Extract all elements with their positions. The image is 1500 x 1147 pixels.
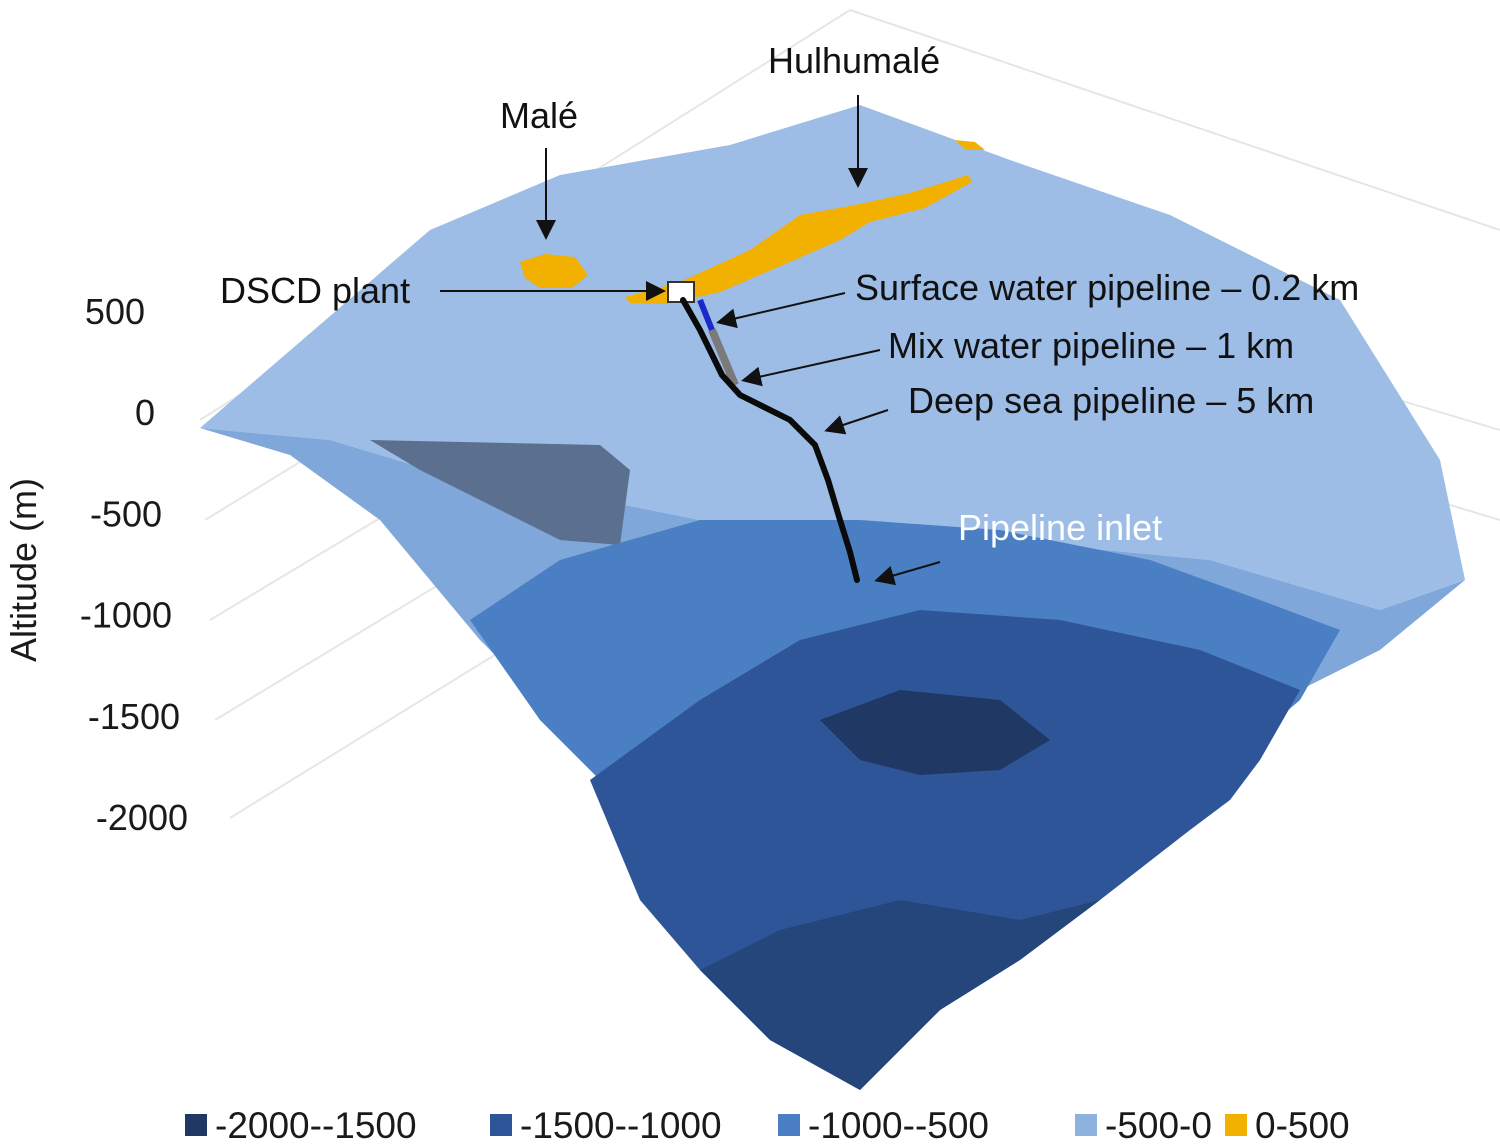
- grid-line: [849, 9, 1500, 231]
- legend-swatch: [490, 1114, 512, 1136]
- legend-swatch: [778, 1114, 800, 1136]
- annotation-surface-pipeline: Surface water pipeline – 0.2 km: [855, 267, 1359, 308]
- annotation-deep-pipeline: Deep sea pipeline – 5 km: [908, 380, 1314, 421]
- hulhumale-tip: [955, 140, 985, 150]
- surface-water-pipeline: [697, 298, 715, 332]
- legend-label: -500-0: [1105, 1105, 1212, 1146]
- deep-pipeline-arrow: [824, 409, 889, 435]
- z-tick-label: 500: [85, 291, 145, 332]
- terrain-surface: [200, 105, 1465, 1090]
- deep-sea-pipeline: [680, 297, 860, 583]
- z-tick-label: -500: [90, 493, 162, 534]
- annotation-male: Malé: [500, 95, 578, 136]
- surface-pipeline-arrow: [716, 292, 846, 329]
- legend-label: -2000--1500: [215, 1105, 417, 1146]
- annotation-mix-pipeline: Mix water pipeline – 1 km: [888, 325, 1294, 366]
- hulhumale-island: [625, 175, 972, 304]
- legend: -2000--1500 -1500--1000 -1000--500 -500-0 0-…: [185, 1105, 1350, 1146]
- z-tick-label: 0: [135, 392, 155, 433]
- z-tick-label: -2000: [96, 797, 188, 838]
- legend-label: -1500--1000: [520, 1105, 722, 1146]
- annotation-pipeline-inlet: Pipeline inlet: [958, 507, 1162, 548]
- legend-label: -1000--500: [808, 1105, 989, 1146]
- terrain-layer-shadow: [370, 440, 630, 545]
- z-tick-label: -1000: [80, 595, 172, 636]
- male-island: [520, 254, 588, 288]
- mix-pipeline-arrow: [741, 349, 881, 387]
- z-axis-ticks: 500 0 -500 -1000 -1500 -2000: [80, 291, 188, 838]
- legend-swatch: [185, 1114, 207, 1136]
- mix-water-pipeline: [708, 328, 739, 387]
- z-tick-label: -1500: [88, 696, 180, 737]
- annotation-dscd-plant: DSCD plant: [220, 270, 410, 311]
- annotations: Malé Hulhumalé DSCD plant Surface water …: [220, 40, 1359, 586]
- legend-swatch: [1225, 1114, 1247, 1136]
- islands: [520, 140, 985, 304]
- legend-swatch: [1075, 1114, 1097, 1136]
- terrain-layer-deepest: [820, 690, 1050, 775]
- z-axis-label: Altitude (m): [3, 478, 44, 662]
- pipelines: [680, 297, 860, 583]
- pipeline-inlet-arrow: [874, 561, 941, 586]
- legend-label: 0-500: [1255, 1105, 1350, 1146]
- annotation-hulhumale: Hulhumalé: [768, 40, 940, 81]
- terrain-layer-deepest-front: [700, 900, 1100, 1090]
